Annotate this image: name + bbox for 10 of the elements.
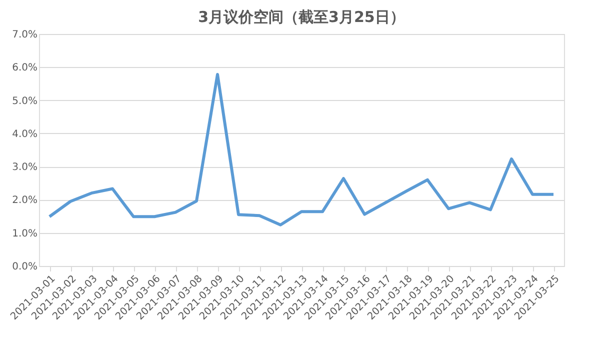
y-tick-label: 4.0% — [12, 128, 38, 140]
chart-title: 3月议价空间（截至3月25日） — [198, 8, 405, 26]
y-tick-label: 1.0% — [12, 228, 38, 240]
line-series — [48, 72, 555, 226]
y-tick-label: 2.0% — [12, 195, 38, 206]
y-tick-label: 0.0% — [12, 262, 38, 272]
y-tick-label: 6.0% — [12, 62, 38, 74]
y-tick-label: 3.0% — [12, 162, 38, 174]
y-tick-label: 7.0% — [12, 30, 38, 40]
y-tick-label: 5.0% — [12, 96, 38, 107]
